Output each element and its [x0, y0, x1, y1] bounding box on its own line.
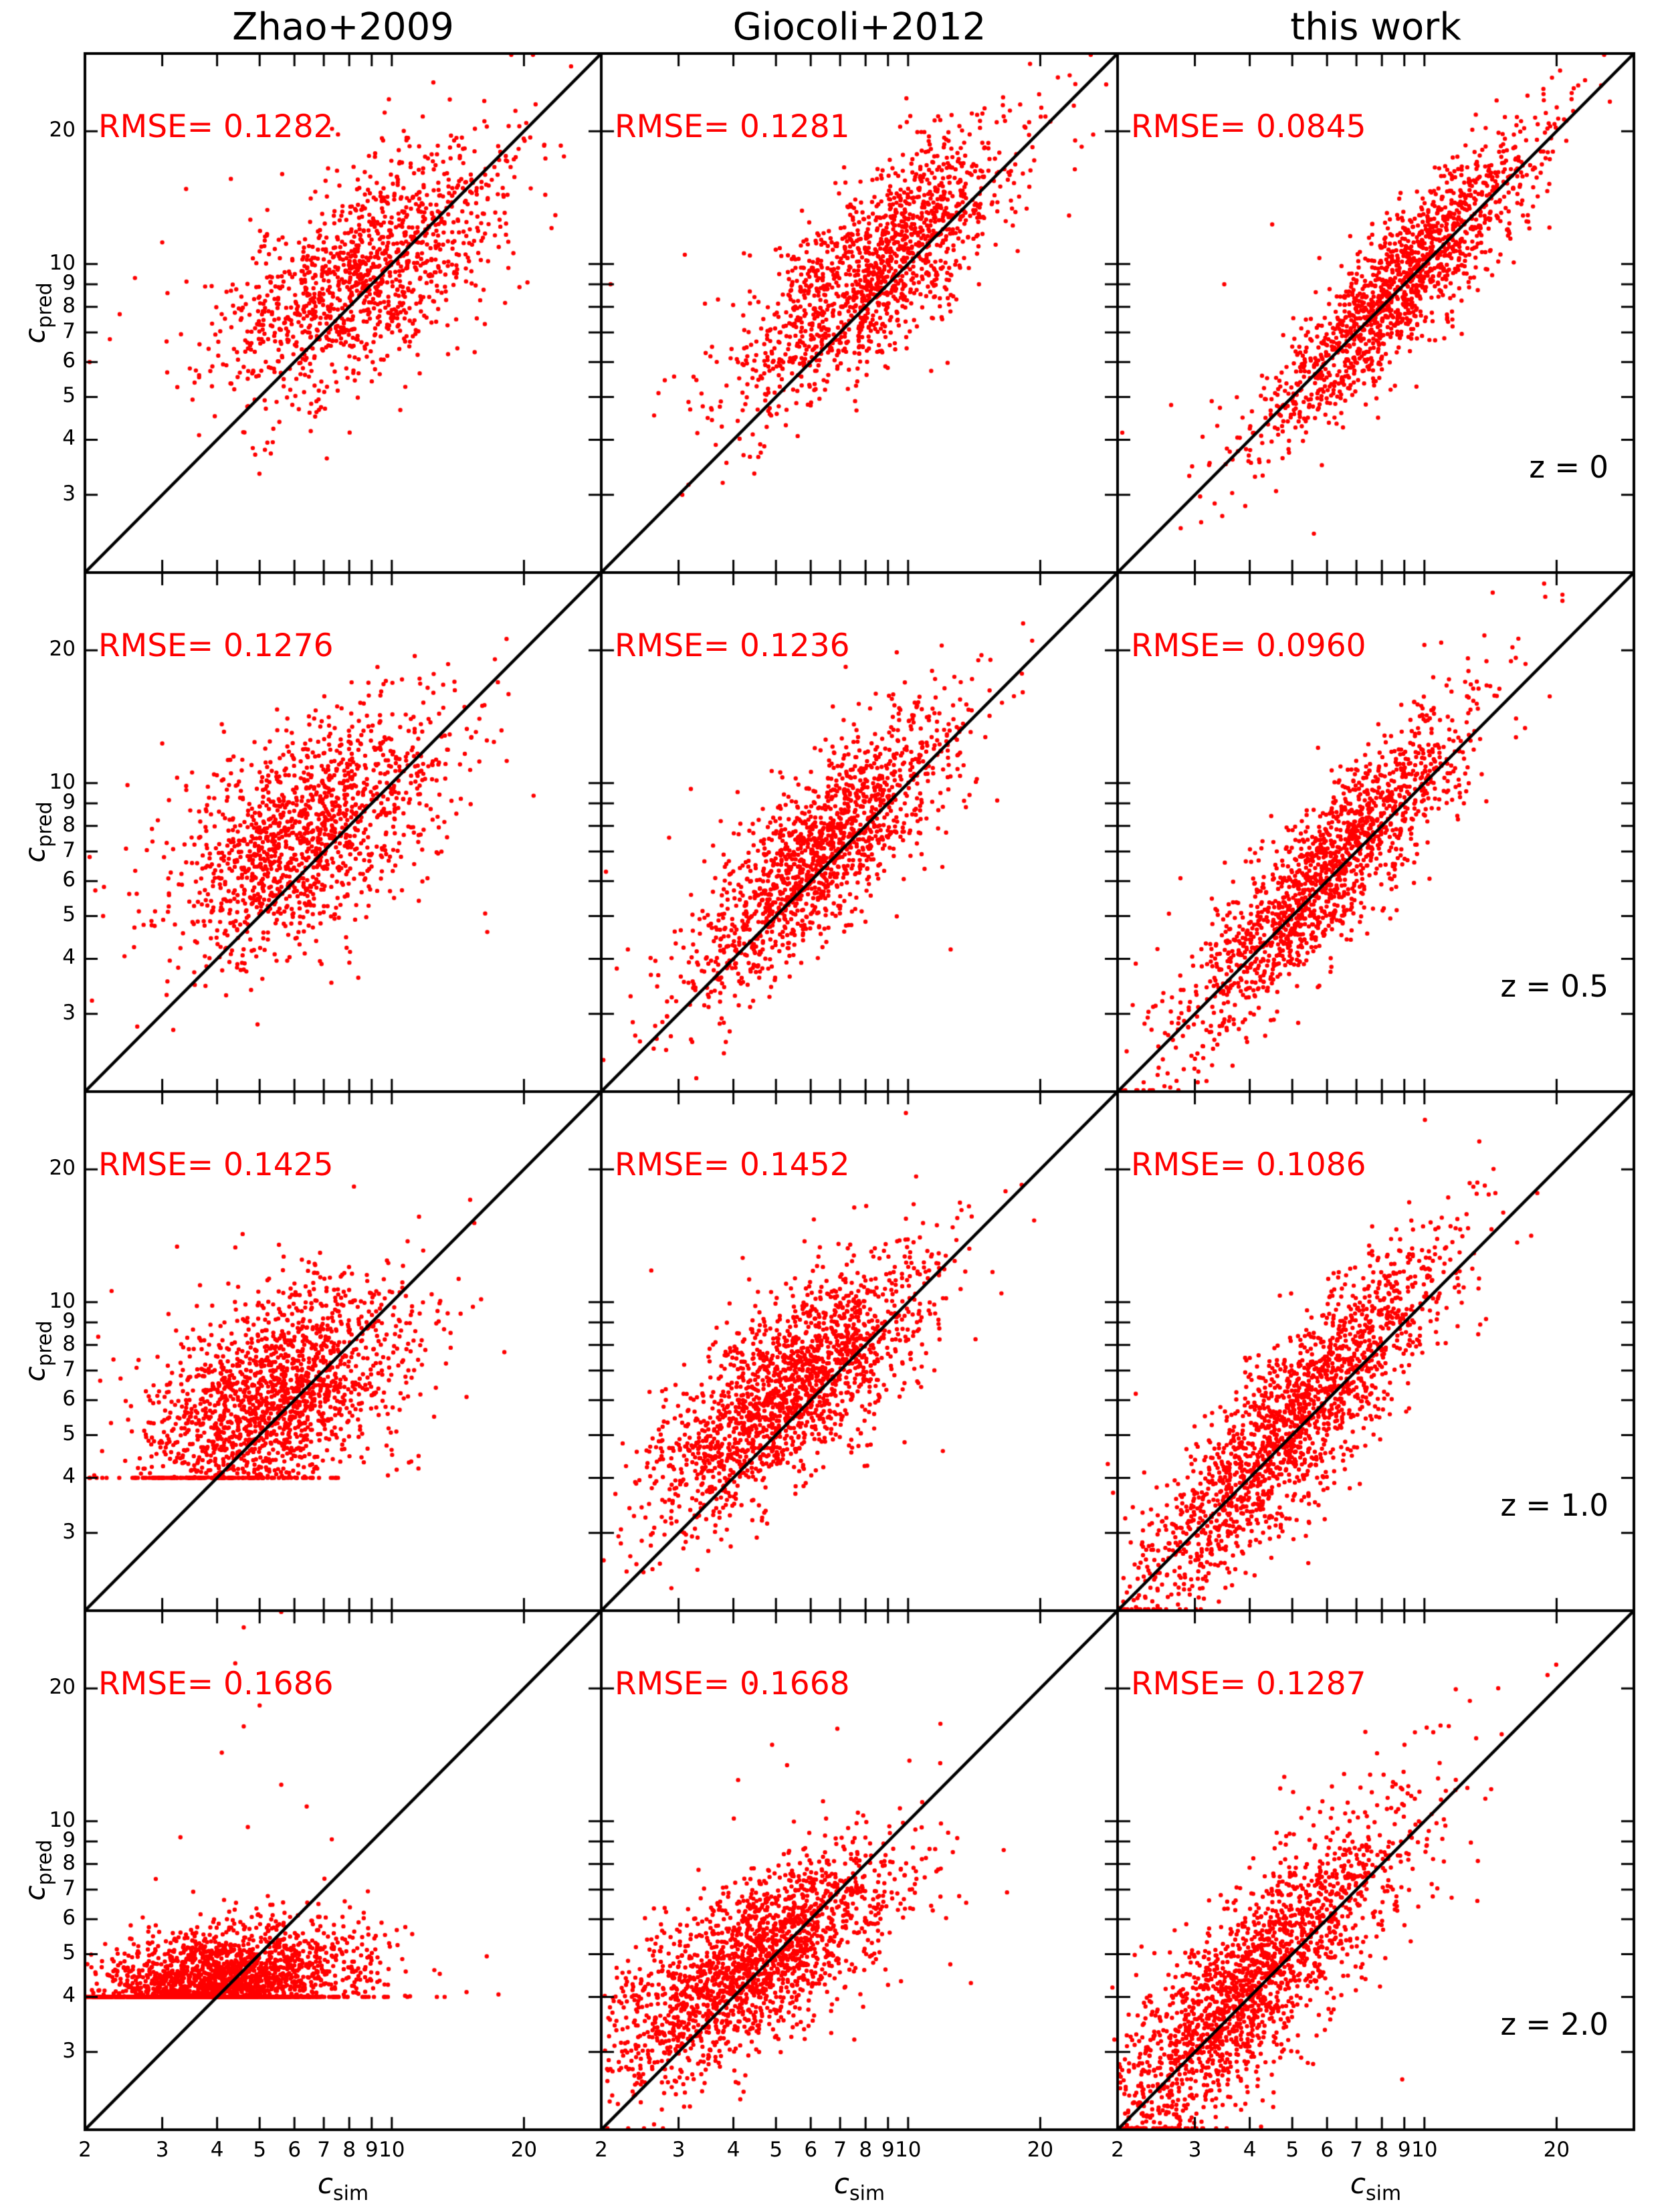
- y-tick-label: 3: [62, 1000, 76, 1025]
- y-tick-label: 3: [62, 2038, 76, 2063]
- y-tick-label: 7: [62, 838, 76, 863]
- rmse-label: RMSE= 0.0960: [1131, 627, 1366, 664]
- rmse-label: RMSE= 0.0845: [1131, 108, 1366, 145]
- rmse-label: RMSE= 0.1668: [615, 1666, 850, 1702]
- x-tick-label: 5: [253, 2138, 267, 2162]
- y-tick-label: 9: [62, 271, 76, 295]
- rmse-label: RMSE= 0.1425: [98, 1146, 334, 1183]
- column-title-zhao2009: Zhao+2009: [232, 5, 454, 49]
- y-tick-label: 3: [62, 1519, 76, 1544]
- redshift-label: z = 2.0: [1500, 2007, 1609, 2042]
- x-tick-label: 5: [1285, 2138, 1299, 2162]
- y-tick-label: 7: [62, 1357, 76, 1382]
- x-tick-label: 7: [317, 2138, 330, 2162]
- x-tick-label: 20: [510, 2138, 538, 2162]
- y-tick-label: 5: [62, 383, 76, 408]
- rmse-label: RMSE= 0.1452: [615, 1146, 850, 1183]
- y-tick-label: 4: [62, 1464, 76, 1489]
- y-tick-label: 4: [62, 945, 76, 970]
- column-title-giocoli2012: Giocoli+2012: [732, 5, 986, 49]
- x-tick-label: 10: [379, 2138, 405, 2162]
- y-tick-label: 20: [49, 637, 76, 662]
- y-tick-label: 6: [62, 1906, 76, 1930]
- x-axis-symbol: c: [317, 2167, 333, 2200]
- y-tick-label: 6: [62, 868, 76, 892]
- y-tick-label: 9: [62, 1309, 76, 1333]
- x-axis-subscript: sim: [849, 2182, 885, 2205]
- x-tick-label: 3: [155, 2138, 169, 2162]
- x-tick-label: 5: [769, 2138, 783, 2162]
- x-tick-label: 6: [804, 2138, 818, 2162]
- x-axis-label: csim: [601, 2167, 1118, 2205]
- y-tick-label: 10: [49, 769, 76, 794]
- x-tick-label: 20: [1027, 2138, 1054, 2162]
- redshift-label: z = 0.5: [1500, 969, 1609, 1004]
- y-tick-label: 7: [62, 319, 76, 344]
- x-tick-label: 4: [726, 2138, 740, 2162]
- y-tick-label: 20: [49, 1675, 76, 1700]
- redshift-label: z = 0: [1529, 449, 1608, 485]
- column-title-this-work: this work: [1290, 5, 1461, 49]
- x-tick-label: 10: [1411, 2138, 1438, 2162]
- y-tick-label: 6: [62, 1387, 76, 1411]
- y-tick-label: 20: [49, 1156, 76, 1181]
- rmse-label: RMSE= 0.1281: [615, 108, 850, 145]
- x-tick-label: 2: [1111, 2138, 1124, 2162]
- y-tick-label: 20: [49, 118, 76, 142]
- x-axis-label: csim: [1118, 2167, 1634, 2205]
- rmse-label: RMSE= 0.1236: [615, 627, 850, 664]
- x-tick-label: 9: [881, 2138, 895, 2162]
- x-tick-label: 6: [1320, 2138, 1334, 2162]
- x-tick-label: 20: [1543, 2138, 1570, 2162]
- x-axis-label: csim: [85, 2167, 601, 2205]
- redshift-label: z = 1.0: [1500, 1488, 1609, 1523]
- x-tick-label: 10: [895, 2138, 922, 2162]
- x-tick-label: 2: [78, 2138, 92, 2162]
- y-tick-label: 7: [62, 1876, 76, 1901]
- y-tick-label: 4: [62, 1983, 76, 2008]
- y-tick-label: 10: [49, 1288, 76, 1313]
- x-tick-label: 9: [364, 2138, 379, 2162]
- x-axis-subscript: sim: [332, 2182, 369, 2205]
- x-tick-label: 9: [1397, 2138, 1411, 2162]
- y-tick-label: 8: [62, 1850, 76, 1875]
- y-tick-label: 3: [62, 481, 76, 506]
- x-axis-symbol: c: [1350, 2167, 1366, 2200]
- y-tick-label: 5: [62, 1940, 76, 1965]
- y-tick-label: 6: [62, 348, 76, 373]
- x-tick-label: 4: [1243, 2138, 1257, 2162]
- rmse-label: RMSE= 0.1282: [98, 108, 334, 145]
- rmse-label: RMSE= 0.1276: [98, 627, 334, 664]
- y-tick-label: 5: [62, 1421, 76, 1446]
- x-tick-label: 7: [833, 2138, 847, 2162]
- y-tick-label: 9: [62, 1828, 76, 1852]
- x-tick-label: 2: [595, 2138, 608, 2162]
- y-tick-label: 4: [62, 426, 76, 451]
- y-tick-label: 8: [62, 1331, 76, 1356]
- x-tick-label: 6: [288, 2138, 302, 2162]
- rmse-label: RMSE= 0.1086: [1131, 1146, 1366, 1183]
- y-tick-label: 8: [62, 293, 76, 318]
- y-tick-label: 10: [49, 1807, 76, 1832]
- x-tick-label: 3: [1188, 2138, 1202, 2162]
- x-tick-label: 7: [1350, 2138, 1363, 2162]
- y-tick-label: 9: [62, 790, 76, 814]
- y-tick-label: 8: [62, 812, 76, 837]
- x-tick-label: 8: [859, 2138, 873, 2162]
- x-tick-label: 3: [671, 2138, 686, 2162]
- x-axis-symbol: c: [833, 2167, 849, 2200]
- rmse-label: RMSE= 0.1686: [98, 1666, 334, 1702]
- rmse-label: RMSE= 0.1287: [1131, 1666, 1366, 1702]
- x-tick-label: 8: [1375, 2138, 1389, 2162]
- x-tick-label: 4: [210, 2138, 224, 2162]
- y-tick-label: 10: [49, 250, 76, 275]
- x-tick-label: 8: [342, 2138, 356, 2162]
- y-tick-label: 5: [62, 902, 76, 927]
- x-axis-subscript: sim: [1365, 2182, 1402, 2205]
